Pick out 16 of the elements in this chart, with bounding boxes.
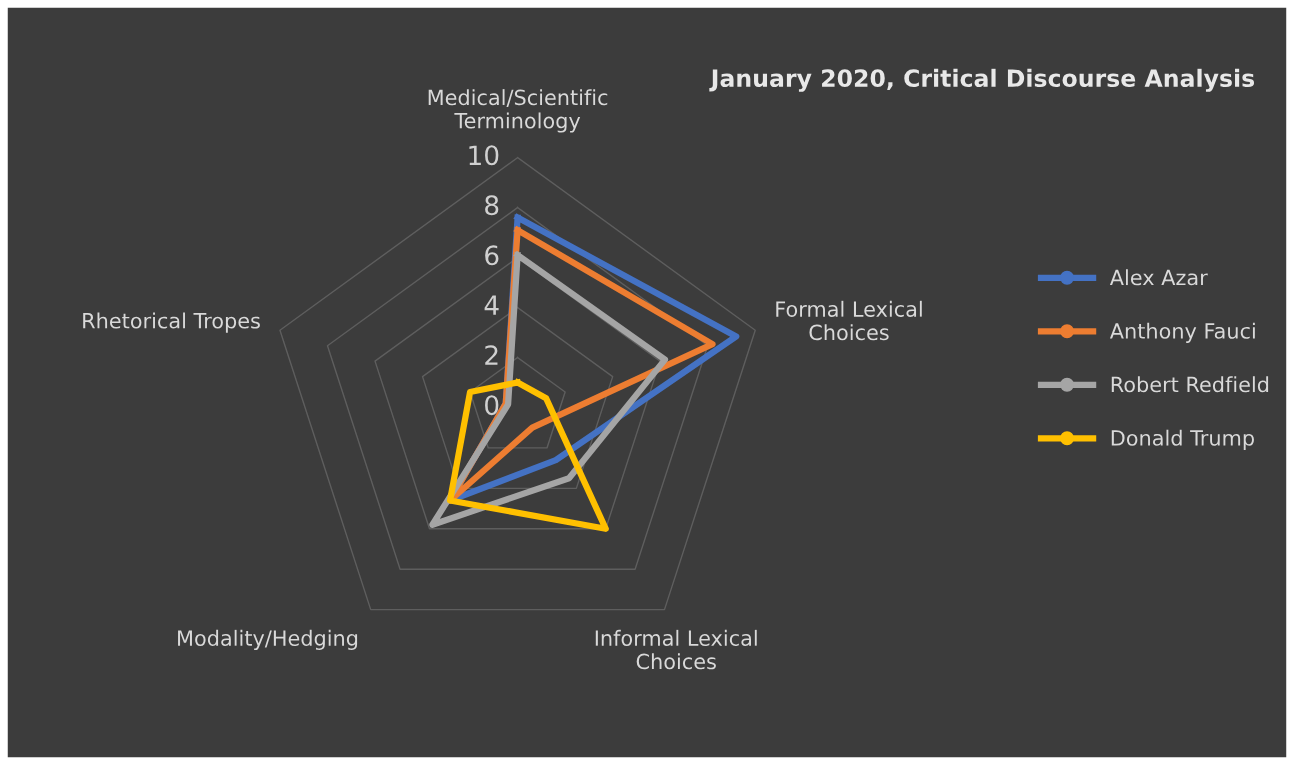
y-tick-label: 0: [485, 395, 499, 416]
y-tick-label: 8: [485, 195, 499, 216]
spoke-label: Medical/Scientific Terminology: [428, 89, 608, 133]
legend-label: Alex Azar: [1109, 269, 1208, 286]
legend-label: Anthony Fauci: [1109, 322, 1255, 343]
spoke-label: Modality/Hedging: [178, 629, 358, 651]
y-tick-label: 4: [484, 295, 499, 315]
spoke-label: Formal Lexical Choices: [776, 300, 922, 341]
spoke-label: Informal Lexical Choices: [595, 629, 757, 670]
y-tick-label: 6: [485, 245, 499, 266]
legend-label: Robert Redfield: [1111, 376, 1269, 393]
legend-label: Donald Trump: [1111, 429, 1254, 450]
y-tick-label: 2: [485, 345, 498, 365]
spoke-label: Rhetorical Tropes: [83, 312, 260, 333]
y-tick-label: 10: [469, 145, 499, 166]
chart-title: January 2020, Critical Discourse Analysis: [709, 68, 1255, 92]
